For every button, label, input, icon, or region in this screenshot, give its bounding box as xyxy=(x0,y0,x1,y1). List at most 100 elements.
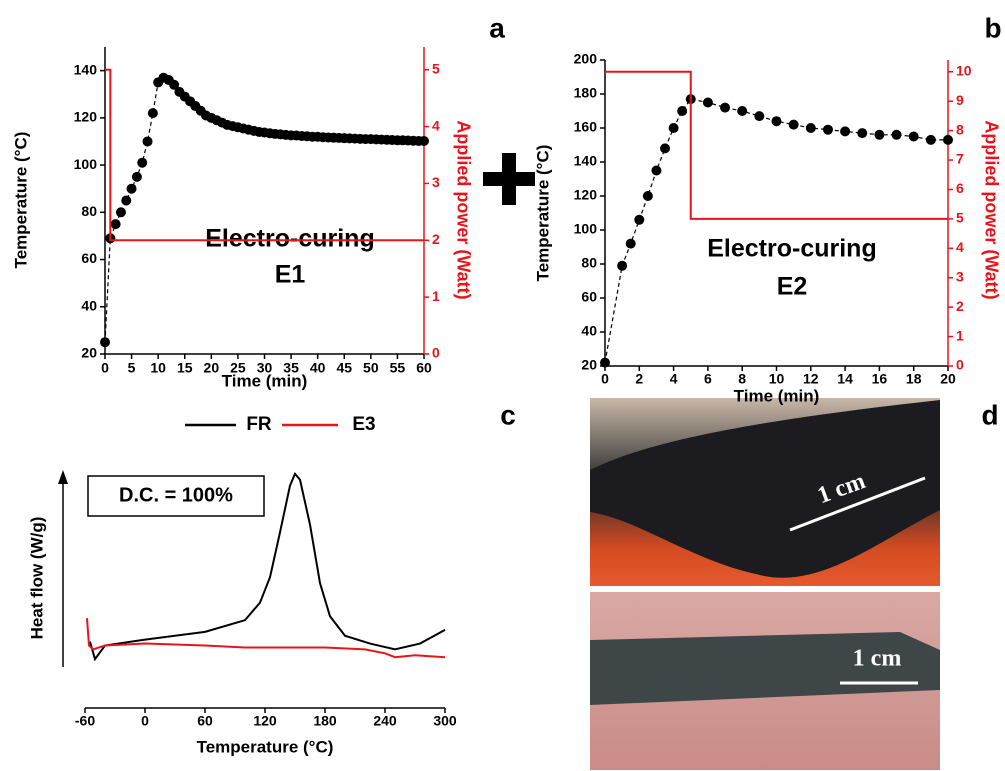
data-point xyxy=(100,337,110,348)
sample-slab xyxy=(590,632,940,705)
data-point xyxy=(925,134,936,145)
y2-tick-label: 10 xyxy=(956,62,972,78)
x-tick-label: 4 xyxy=(670,371,678,387)
y-tick-label: 20 xyxy=(581,357,597,373)
data-point xyxy=(771,116,782,127)
data-point xyxy=(943,134,953,145)
y-tick-label: 100 xyxy=(574,221,598,237)
x-axis-label: Time (min) xyxy=(734,386,820,405)
y2-tick-label: 4 xyxy=(432,117,440,133)
data-point xyxy=(720,102,731,113)
x-tick-label: 20 xyxy=(204,360,220,376)
y2-tick-label: 5 xyxy=(956,210,964,226)
data-point xyxy=(840,126,851,137)
legend-label: FR xyxy=(246,414,272,435)
data-point xyxy=(651,165,662,176)
y2-tick-label: 2 xyxy=(432,231,440,247)
y2-tick-label: 0 xyxy=(432,345,440,361)
data-point xyxy=(702,97,713,108)
annotation: E1 xyxy=(275,261,306,289)
x-tick-label: 45 xyxy=(336,360,352,376)
x-tick-label: 10 xyxy=(769,371,785,387)
y2-tick-label: 5 xyxy=(432,60,440,76)
data-point xyxy=(147,108,158,119)
y-tick-label: 80 xyxy=(81,203,97,219)
y-tick-label: 40 xyxy=(81,297,97,313)
data-point xyxy=(126,183,137,194)
y-tick-label: 140 xyxy=(74,61,98,77)
x-tick-label: 20 xyxy=(940,371,956,387)
annotation: D.C. = 100% xyxy=(119,484,233,506)
series-line xyxy=(86,618,446,659)
data-point xyxy=(822,124,833,135)
series-line xyxy=(89,472,446,662)
series-line xyxy=(105,68,424,242)
x-tick-label: -60 xyxy=(75,713,95,729)
y2-axis-label: Applied power (Watt) xyxy=(453,120,473,299)
x-tick-label: 300 xyxy=(433,713,457,729)
data-point xyxy=(634,214,645,225)
y2-tick-label: 4 xyxy=(956,239,964,255)
x-tick-label: 60 xyxy=(197,713,213,729)
x-tick-label: 120 xyxy=(253,713,277,729)
data-point xyxy=(169,79,180,90)
data-point xyxy=(677,106,688,116)
series-line xyxy=(605,70,948,220)
data-point xyxy=(668,123,679,133)
data-point xyxy=(131,171,142,182)
data-point xyxy=(617,260,628,271)
y-tick-label: 140 xyxy=(574,153,598,169)
plus-sign xyxy=(502,153,516,205)
y2-axis-label: Applied power (Watt) xyxy=(981,120,1001,299)
x-tick-label: 16 xyxy=(872,371,888,387)
y2-tick-label: 1 xyxy=(432,288,440,304)
data-point xyxy=(419,135,429,146)
x-tick-label: 60 xyxy=(416,360,432,376)
panel-label: a xyxy=(489,12,505,43)
y-tick-label: 100 xyxy=(74,156,98,172)
y2-tick-label: 8 xyxy=(956,121,964,137)
data-point xyxy=(908,131,919,142)
y2-tick-label: 2 xyxy=(956,298,964,314)
data-point xyxy=(737,106,748,116)
x-tick-label: 18 xyxy=(906,371,922,387)
x-axis-label: Temperature (°C) xyxy=(197,737,334,756)
x-tick-label: 14 xyxy=(837,371,853,387)
data-point xyxy=(121,195,132,206)
y-tick-label: 120 xyxy=(74,109,98,125)
x-tick-label: 35 xyxy=(283,360,299,376)
x-tick-label: 30 xyxy=(257,360,273,376)
x-tick-label: 10 xyxy=(150,360,166,376)
y-tick-label: 40 xyxy=(581,323,597,339)
y-tick-label: 20 xyxy=(81,345,97,361)
x-tick-label: 0 xyxy=(601,371,609,387)
legend-label: E3 xyxy=(352,414,375,435)
panel-label: c xyxy=(500,399,516,430)
data-point xyxy=(142,136,153,147)
y-tick-label: 60 xyxy=(81,250,97,266)
annotation: Electro-curing xyxy=(205,225,374,253)
y2-tick-label: 6 xyxy=(956,180,964,196)
annotation: E2 xyxy=(777,273,808,301)
y-tick-label: 180 xyxy=(574,85,598,101)
data-point xyxy=(891,129,902,140)
data-point xyxy=(857,128,868,139)
y-tick-label: 160 xyxy=(574,119,598,135)
arrow-head xyxy=(58,470,68,484)
x-axis-label: Time (min) xyxy=(222,371,308,390)
data-point xyxy=(625,238,636,249)
data-point xyxy=(805,123,816,133)
annotation: Electro-curing xyxy=(707,235,876,263)
x-tick-label: 8 xyxy=(738,371,746,387)
x-tick-label: 240 xyxy=(373,713,397,729)
data-point xyxy=(642,191,653,201)
x-tick-label: 40 xyxy=(310,360,326,376)
x-tick-label: 25 xyxy=(230,360,246,376)
y2-tick-label: 3 xyxy=(956,268,964,284)
data-point xyxy=(874,129,885,140)
y2-tick-label: 1 xyxy=(956,327,964,343)
x-tick-label: 0 xyxy=(101,360,109,376)
y-axis-label: Temperature (°C) xyxy=(11,132,30,269)
